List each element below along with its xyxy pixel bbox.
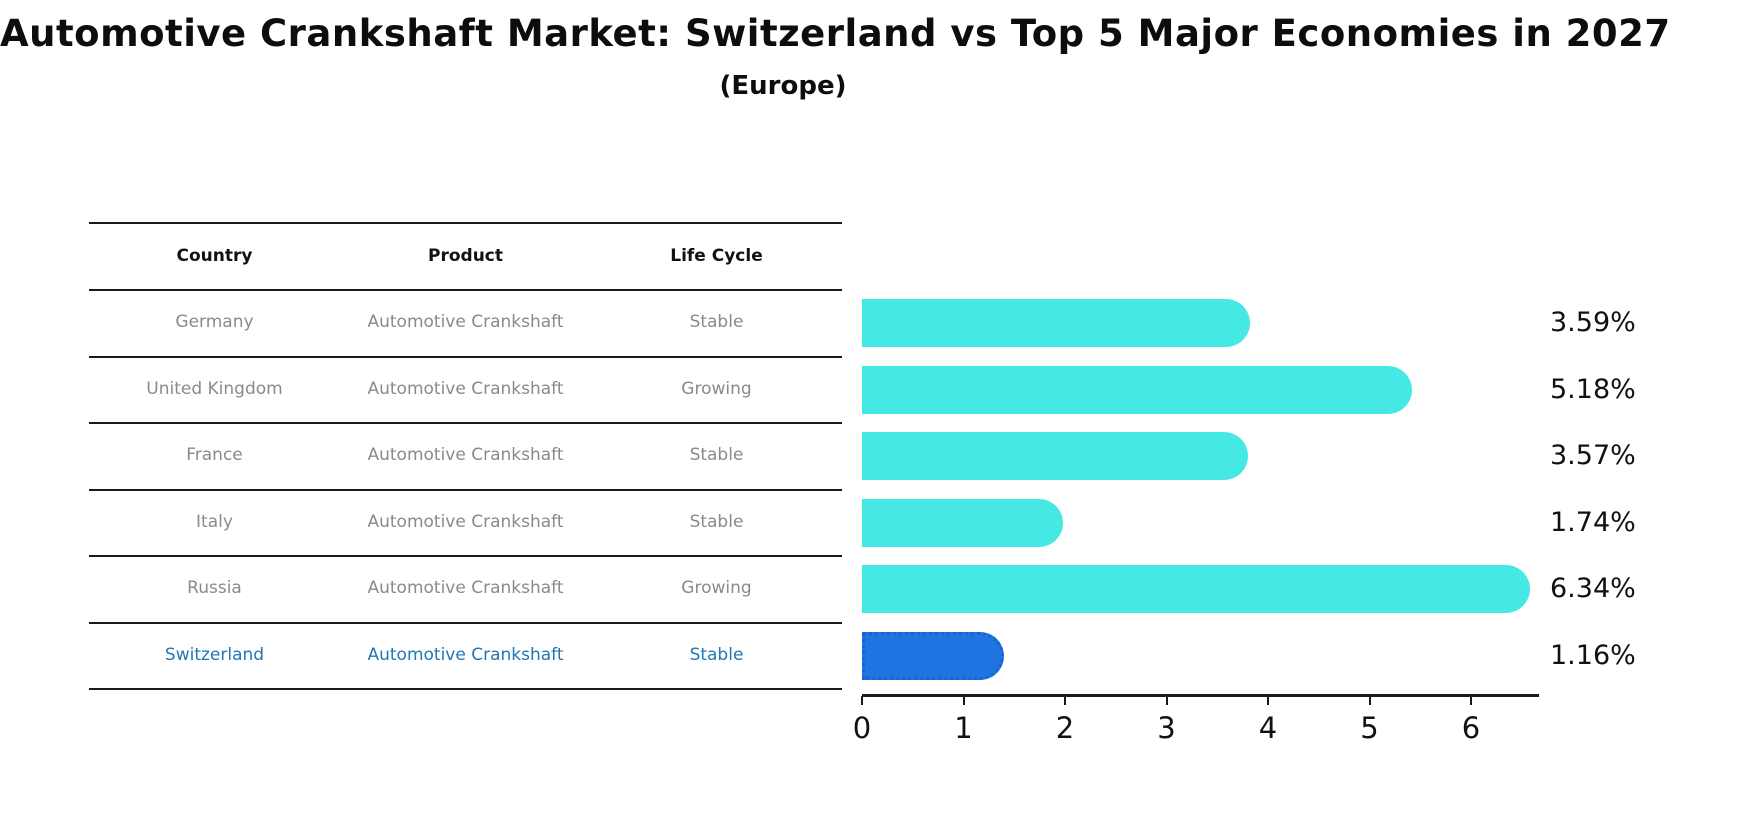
bar-value-label: 6.34% (1550, 573, 1636, 605)
x-axis-tick-label: 5 (1360, 711, 1379, 745)
table-cell-product: Automotive Crankshaft (367, 312, 564, 333)
x-axis-tick (962, 696, 965, 705)
table-cell-country: France (186, 445, 243, 466)
table-rule (89, 555, 842, 557)
table-cell-life-cycle: Stable (689, 644, 744, 665)
x-axis-tick (1064, 696, 1066, 705)
x-axis-tick-label: 4 (1258, 711, 1278, 745)
x-axis (862, 694, 1539, 697)
bar-italy (862, 498, 1063, 547)
chart-title: Automotive Crankshaft Market: Switzerlan… (0, 12, 1671, 55)
table-cell-life-cycle: Stable (689, 445, 744, 466)
bar-russia (862, 565, 1530, 614)
bar-value-label: 1.74% (1550, 506, 1636, 538)
table-cell-product: Automotive Crankshaft (367, 644, 564, 665)
bar-value-label: 3.57% (1550, 440, 1636, 472)
bar-germany (862, 299, 1250, 348)
table-cell-life-cycle: Stable (689, 312, 744, 333)
table-cell-country: Germany (175, 312, 254, 333)
bar-value-label: 5.18% (1550, 373, 1636, 405)
bar-value-label: 1.16% (1550, 639, 1636, 671)
bar-united-kingdom (862, 365, 1412, 414)
bar-france (862, 432, 1248, 481)
bar-switzerland (862, 631, 1004, 680)
table-rule (89, 355, 842, 358)
x-axis-tick (1267, 696, 1269, 705)
table-cell-country: Italy (196, 511, 233, 532)
table-rule (89, 422, 842, 424)
x-axis-tick (861, 696, 863, 705)
x-axis-tick-label: 1 (954, 711, 973, 745)
table-header-product: Product (428, 245, 503, 266)
table-cell-country: Switzerland (164, 644, 265, 665)
bar-value-label: 3.59% (1550, 307, 1636, 339)
table-rule (89, 488, 842, 491)
x-axis-tick-label: 0 (852, 711, 872, 745)
table-cell-life-cycle: Growing (681, 578, 752, 599)
table-cell-life-cycle: Growing (681, 378, 752, 399)
x-axis-tick-label: 3 (1157, 711, 1176, 745)
x-axis-tick (1165, 696, 1168, 705)
table-header-country: Country (176, 245, 253, 266)
table-cell-product: Automotive Crankshaft (367, 445, 564, 466)
table-cell-country: Russia (187, 578, 242, 599)
table-cell-country: United Kingdom (146, 378, 283, 399)
table-rule (89, 621, 842, 624)
table-cell-product: Automotive Crankshaft (367, 511, 564, 532)
table-cell-product: Automotive Crankshaft (367, 378, 564, 399)
x-axis-tick (1470, 696, 1472, 705)
table-rule (89, 222, 842, 224)
x-axis-tick-label: 6 (1461, 711, 1481, 745)
chart-subtitle: (Europe) (719, 71, 847, 101)
table-header-life-cycle: Life Cycle (670, 245, 763, 266)
table-rule (89, 289, 842, 291)
table-rule (89, 688, 842, 690)
x-axis-tick-label: 2 (1055, 711, 1075, 745)
table-cell-life-cycle: Stable (689, 511, 744, 532)
x-axis-tick (1368, 696, 1371, 705)
table-cell-product: Automotive Crankshaft (367, 578, 564, 599)
